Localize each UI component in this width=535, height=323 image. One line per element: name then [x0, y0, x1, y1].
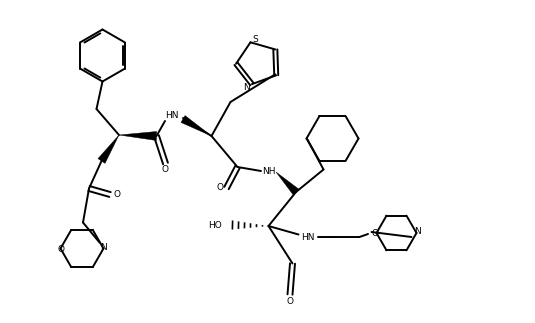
Text: N: N [414, 227, 421, 236]
Text: HN: HN [165, 110, 178, 120]
Polygon shape [181, 116, 211, 136]
Text: S: S [253, 35, 258, 44]
Text: O: O [57, 245, 64, 254]
Polygon shape [276, 172, 299, 195]
Text: O: O [113, 190, 120, 199]
Polygon shape [98, 135, 119, 163]
Text: O: O [287, 297, 294, 306]
Text: N: N [243, 83, 250, 92]
Polygon shape [119, 131, 157, 141]
Text: NH: NH [262, 166, 275, 175]
Text: HN: HN [301, 233, 314, 242]
Text: O: O [372, 230, 379, 238]
Text: O: O [216, 183, 223, 193]
Text: N: N [100, 243, 107, 252]
Text: O: O [162, 165, 169, 174]
Text: HO: HO [208, 221, 221, 230]
